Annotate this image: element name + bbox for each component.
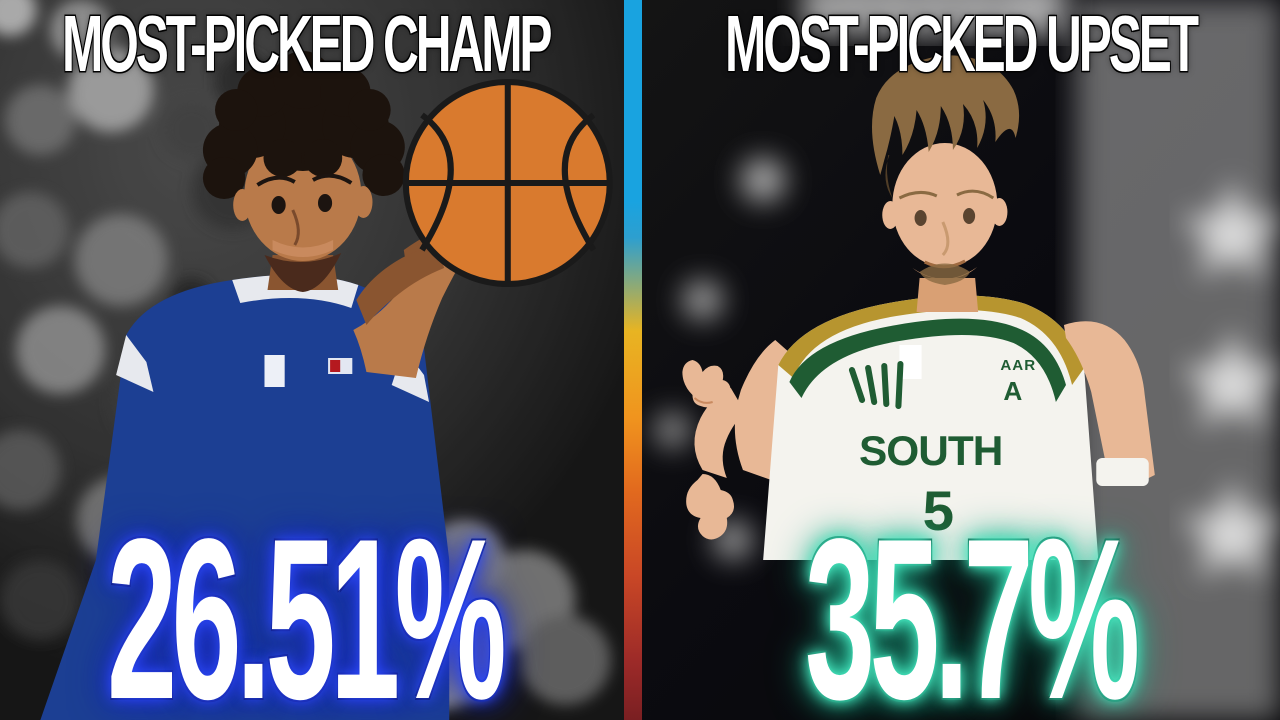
svg-text:A: A — [1003, 376, 1022, 406]
svg-text:AAR: AAR — [1000, 357, 1036, 374]
svg-text:SOUTH: SOUTH — [859, 427, 1002, 474]
